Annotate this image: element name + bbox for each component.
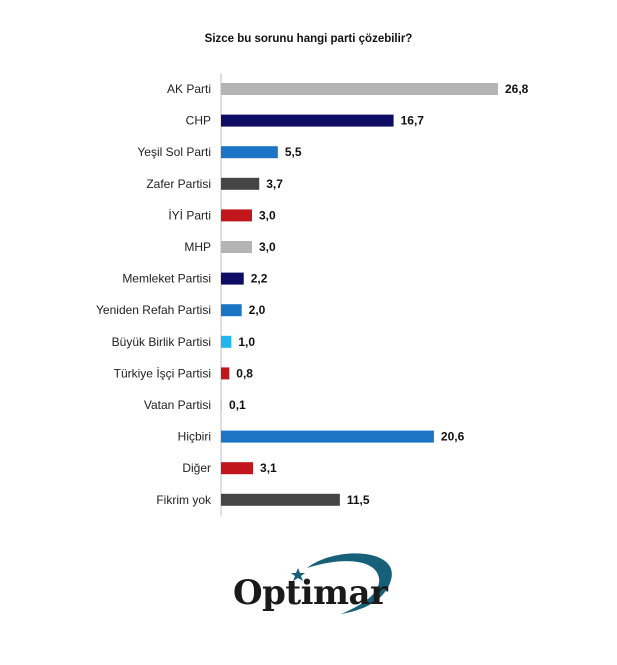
value-label: 26,8 xyxy=(505,82,529,96)
bar xyxy=(221,462,254,475)
category-label: Diğer xyxy=(182,461,211,475)
value-label: 3,0 xyxy=(259,208,276,222)
category-label: Yeniden Refah Partisi xyxy=(96,303,211,317)
bar xyxy=(221,367,230,380)
bar xyxy=(221,114,394,127)
bar xyxy=(221,209,253,222)
category-label: İYİ Parti xyxy=(168,208,211,222)
bar xyxy=(221,83,498,95)
category-label: Fikrim yok xyxy=(156,493,212,507)
category-label: Vatan Partisi xyxy=(144,398,211,412)
bars-group: AK Parti 26,8 CHP 16,7 Yeşil Sol Parti 5,5 Zaf… xyxy=(96,82,529,507)
category-label: Hiçbiri xyxy=(178,430,211,444)
value-label: 11,5 xyxy=(347,493,370,507)
bar xyxy=(221,146,278,159)
category-label: Zafer Partisi xyxy=(146,177,211,191)
value-label: 2,0 xyxy=(249,303,266,317)
value-label: 3,1 xyxy=(260,461,277,475)
value-label: 3,7 xyxy=(266,177,283,191)
value-label: 1,0 xyxy=(238,335,255,349)
value-label: 0,8 xyxy=(236,366,253,380)
value-label: 5,5 xyxy=(285,145,302,159)
bar xyxy=(221,177,260,190)
category-label: Büyük Birlik Partisi xyxy=(112,335,211,349)
category-label: Memleket Partisi xyxy=(122,272,211,286)
bar xyxy=(221,493,340,506)
bar xyxy=(221,304,242,317)
value-label: 20,6 xyxy=(441,430,465,444)
logo-swoosh-icon xyxy=(307,553,392,614)
bar xyxy=(221,335,232,348)
bar-chart: AK Parti 26,8 CHP 16,7 Yeşil Sol Parti 5,5 Zaf… xyxy=(96,73,529,516)
category-label: AK Parti xyxy=(167,82,211,96)
bar xyxy=(221,241,253,253)
bar xyxy=(221,430,434,443)
value-label: 16,7 xyxy=(401,114,425,128)
value-label: 3,0 xyxy=(259,240,276,254)
bar xyxy=(221,399,223,411)
value-label: 2,2 xyxy=(251,272,268,286)
category-label: CHP xyxy=(186,114,211,128)
category-label: Türkiye İşçi Partisi xyxy=(114,366,211,380)
value-label: 0,1 xyxy=(229,398,246,412)
category-label: MHP xyxy=(184,240,211,254)
optimar-logo: Optimar xyxy=(225,548,400,618)
bar xyxy=(221,272,244,285)
logo-text: Optimar xyxy=(233,573,388,613)
chart-title: Sizce bu sorunu hangi parti çözebilir? xyxy=(204,33,413,45)
category-label: Yeşil Sol Parti xyxy=(137,145,211,159)
logo-star-icon xyxy=(291,568,305,581)
